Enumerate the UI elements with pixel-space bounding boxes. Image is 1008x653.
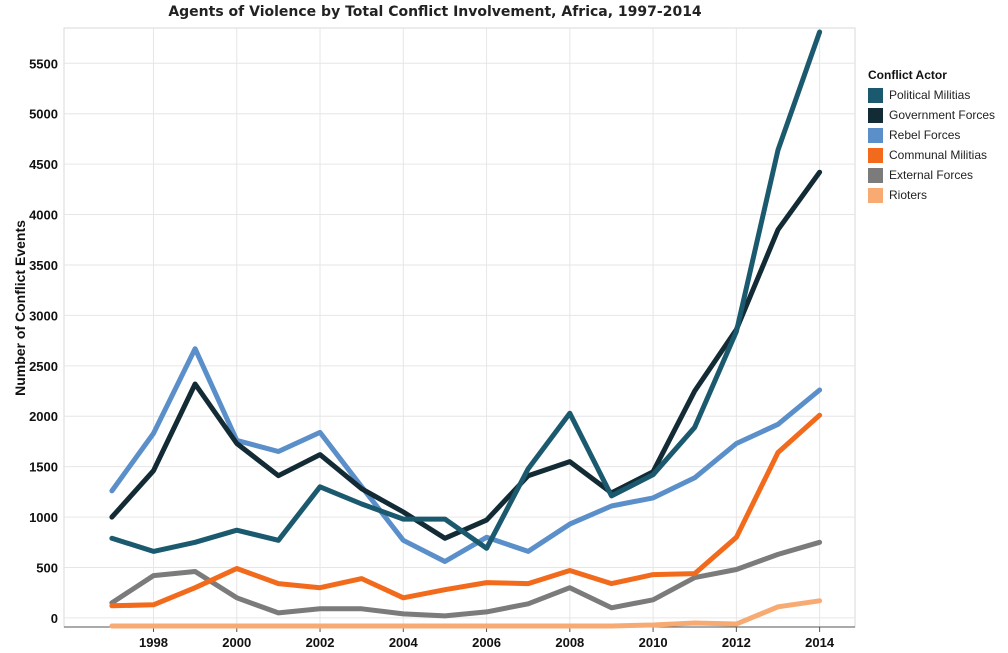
y-tick-label: 5000 — [29, 107, 58, 122]
legend-item: Communal Militias — [868, 145, 995, 165]
legend-swatch — [868, 127, 883, 143]
y-tick-label: 4500 — [29, 157, 58, 172]
y-tick-label: 5500 — [29, 56, 58, 71]
legend-label: Rebel Forces — [889, 128, 961, 142]
legend-label: External Forces — [889, 168, 974, 182]
legend-item: Rebel Forces — [868, 125, 995, 145]
y-tick-label: 2000 — [29, 409, 58, 424]
chart-title: Agents of Violence by Total Conflict Inv… — [168, 4, 702, 20]
legend-label: Communal Militias — [889, 148, 988, 162]
y-tick-label: 500 — [36, 561, 58, 576]
x-tick-label: 2004 — [389, 635, 419, 650]
legend-item: External Forces — [868, 165, 995, 185]
axes: 0 500 1000 1500 2000 2500 3000 3500 4000 4500 5000… — [29, 56, 855, 650]
series-line-rioters — [109, 598, 823, 629]
x-tick-label: 2010 — [639, 635, 668, 650]
legend-label: Rioters — [889, 188, 928, 202]
legend-item: Government Forces — [868, 105, 995, 125]
x-tick-label: 2006 — [472, 635, 501, 650]
series-line-external-forces — [109, 539, 823, 619]
x-tick-label: 2008 — [555, 635, 584, 650]
grid — [63, 27, 856, 628]
y-tick-label: 0 — [51, 611, 58, 626]
y-tick-label: 2500 — [29, 359, 58, 374]
legend-swatch — [868, 167, 883, 183]
legend: Conflict Actor Political Militias Governm… — [868, 68, 995, 205]
y-tick-label: 3500 — [29, 258, 58, 273]
legend-swatch — [868, 187, 883, 203]
series-line-communal-militias — [109, 412, 823, 609]
x-tick-label: 2000 — [222, 635, 251, 650]
x-tick-label: 2012 — [722, 635, 751, 650]
legend-swatch — [868, 147, 883, 163]
y-tick-label: 1000 — [29, 510, 58, 525]
x-tick-label: 2002 — [306, 635, 335, 650]
legend-item: Rioters — [868, 185, 995, 205]
x-tick-label: 2014 — [805, 635, 835, 650]
y-tick-label: 1500 — [29, 460, 58, 475]
series-line-rebel-forces — [109, 346, 823, 564]
series-line-political-militias — [109, 29, 823, 554]
legend-label: Political Militias — [889, 88, 971, 102]
legend-title: Conflict Actor — [868, 68, 947, 82]
series-lines — [109, 29, 823, 629]
y-tick-label: 3000 — [29, 308, 58, 323]
x-tick-label: 1998 — [139, 635, 168, 650]
legend-swatch — [868, 107, 883, 123]
series-line-government-forces — [109, 169, 823, 541]
legend-items: Political Militias Government Forces Rebel… — [868, 85, 995, 205]
legend-item: Political Militias — [868, 85, 995, 105]
legend-label: Government Forces — [889, 108, 996, 122]
legend-swatch — [868, 87, 883, 103]
y-tick-label: 4000 — [29, 208, 58, 223]
